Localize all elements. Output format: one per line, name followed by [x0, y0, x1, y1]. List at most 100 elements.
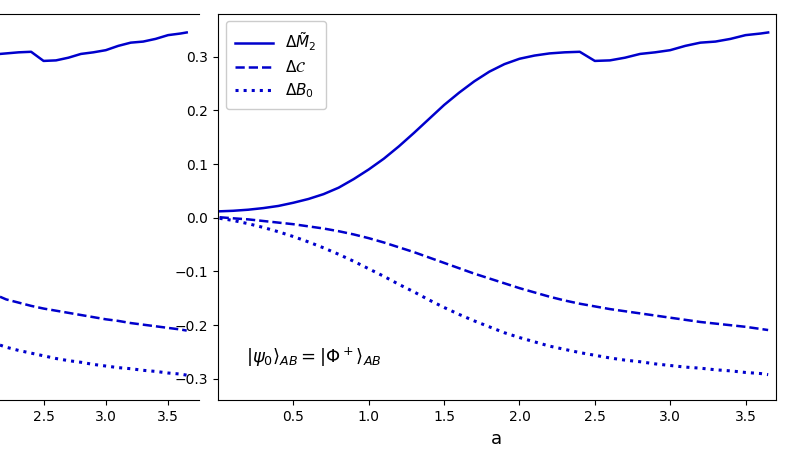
Line: $\Delta\tilde{M}_2$: $\Delta\tilde{M}_2$: [220, 32, 768, 211]
$\Delta B_0$: [560, 347, 570, 352]
$\Delta\tilde{M}_2$: [710, 39, 720, 44]
$\Delta B_0$: [650, 361, 660, 367]
$\Delta B_0$: [334, 252, 343, 257]
$\Delta B_0$: [409, 289, 419, 295]
$\Delta\mathcal{C}$: [394, 245, 404, 250]
$\Delta\tilde{M}_2$: [635, 51, 645, 57]
$\Delta B_0$: [273, 229, 283, 234]
$\Delta B_0$: [680, 364, 690, 370]
$\Delta B_0$: [575, 350, 585, 355]
$\Delta\tilde{M}_2$: [515, 56, 524, 61]
$\Delta B_0$: [424, 297, 434, 303]
$\Delta\mathcal{C}$: [620, 308, 629, 314]
$\Delta B_0$: [665, 363, 675, 368]
$\Delta B_0$: [605, 355, 615, 361]
$\Delta\tilde{M}_2$: [273, 203, 283, 209]
$\Delta B_0$: [259, 225, 268, 230]
$\Delta\tilde{M}_2$: [755, 31, 765, 36]
$\Delta\tilde{M}_2$: [215, 208, 225, 214]
$\Delta B_0$: [288, 234, 298, 239]
$\Delta\tilde{M}_2$: [545, 51, 554, 56]
$\Delta\mathcal{C}$: [243, 217, 253, 222]
$\Delta\mathcal{C}$: [379, 240, 389, 245]
$\Delta\mathcal{C}$: [440, 260, 449, 266]
$\Delta\tilde{M}_2$: [304, 196, 314, 202]
$\Delta B_0$: [379, 273, 389, 279]
$\Delta\mathcal{C}$: [764, 327, 773, 333]
$\Delta\mathcal{C}$: [726, 323, 735, 328]
$\Delta\tilde{M}_2$: [394, 144, 404, 149]
$\Delta\tilde{M}_2$: [440, 102, 449, 108]
Text: $|\psi_0\rangle_{AB} = |\Phi^+\rangle_{AB}$: $|\psi_0\rangle_{AB} = |\Phi^+\rangle_{A…: [246, 346, 381, 369]
$\Delta\tilde{M}_2$: [349, 177, 359, 182]
$\Delta\tilde{M}_2$: [334, 185, 343, 190]
$\Delta B_0$: [530, 339, 540, 344]
$\Delta\tilde{M}_2$: [318, 192, 328, 197]
Line: $\Delta B_0$: $\Delta B_0$: [220, 218, 768, 374]
$\Delta\mathcal{C}$: [349, 232, 359, 237]
$\Delta\mathcal{C}$: [696, 319, 705, 325]
$\Delta\tilde{M}_2$: [575, 49, 585, 55]
$\Delta\mathcal{C}$: [454, 266, 464, 271]
$\Delta\tilde{M}_2$: [288, 200, 298, 206]
$\Delta\tilde{M}_2$: [229, 208, 238, 213]
$\Delta\mathcal{C}$: [755, 326, 765, 332]
$\Delta\tilde{M}_2$: [741, 32, 751, 38]
$\Delta B_0$: [243, 221, 253, 227]
$\Delta\mathcal{C}$: [318, 226, 328, 231]
$\Delta\mathcal{C}$: [424, 255, 434, 260]
$\Delta\mathcal{C}$: [605, 306, 615, 312]
$\Delta B_0$: [635, 359, 645, 364]
$\Delta\mathcal{C}$: [409, 249, 419, 255]
$\Delta\tilde{M}_2$: [364, 167, 373, 172]
$\Delta B_0$: [499, 330, 509, 335]
$\Delta\tilde{M}_2$: [485, 69, 494, 75]
$\Delta B_0$: [545, 344, 554, 349]
$\Delta\mathcal{C}$: [288, 222, 298, 227]
$\Delta\mathcal{C}$: [741, 324, 751, 329]
$\Delta\tilde{M}_2$: [680, 43, 690, 49]
$\Delta\mathcal{C}$: [650, 313, 660, 318]
Legend: $\Delta\tilde{M}_2$, $\Delta\mathcal{C}$, $\Delta B_0$: $\Delta\tilde{M}_2$, $\Delta\mathcal{C}$…: [225, 21, 326, 109]
$\Delta B_0$: [620, 357, 629, 363]
$\Delta\tilde{M}_2$: [379, 156, 389, 162]
X-axis label: a: a: [491, 430, 503, 448]
$\Delta\tilde{M}_2$: [243, 207, 253, 212]
$\Delta\tilde{M}_2$: [650, 50, 660, 55]
$\Delta\mathcal{C}$: [499, 281, 509, 286]
$\Delta\tilde{M}_2$: [696, 40, 705, 46]
$\Delta\tilde{M}_2$: [499, 61, 509, 67]
$\Delta\mathcal{C}$: [364, 235, 373, 241]
$\Delta B_0$: [318, 245, 328, 251]
$\Delta B_0$: [394, 282, 404, 287]
$\Delta B_0$: [741, 370, 751, 375]
$\Delta\tilde{M}_2$: [424, 116, 434, 121]
$\Delta\tilde{M}_2$: [409, 130, 419, 136]
$\Delta\mathcal{C}$: [485, 276, 494, 281]
$\Delta\mathcal{C}$: [635, 311, 645, 316]
$\Delta B_0$: [469, 318, 479, 324]
$\Delta\tilde{M}_2$: [605, 58, 615, 63]
$\Delta\mathcal{C}$: [575, 301, 585, 307]
$\Delta\mathcal{C}$: [304, 224, 314, 229]
$\Delta\mathcal{C}$: [273, 220, 283, 225]
$\Delta\mathcal{C}$: [469, 271, 479, 276]
$\Delta B_0$: [696, 365, 705, 371]
$\Delta B_0$: [485, 324, 494, 329]
$\Delta B_0$: [710, 367, 720, 373]
$\Delta B_0$: [215, 216, 225, 221]
$\Delta\tilde{M}_2$: [469, 79, 479, 84]
$\Delta\tilde{M}_2$: [726, 36, 735, 41]
$\Delta\tilde{M}_2$: [665, 47, 675, 53]
$\Delta\tilde{M}_2$: [560, 50, 570, 55]
$\Delta\mathcal{C}$: [665, 315, 675, 320]
$\Delta\mathcal{C}$: [590, 303, 600, 309]
Line: $\Delta\mathcal{C}$: $\Delta\mathcal{C}$: [220, 217, 768, 330]
$\Delta B_0$: [229, 218, 238, 223]
$\Delta\mathcal{C}$: [530, 290, 540, 295]
$\Delta B_0$: [590, 353, 600, 358]
$\Delta B_0$: [304, 239, 314, 245]
$\Delta\tilde{M}_2$: [259, 205, 268, 211]
$\Delta\tilde{M}_2$: [530, 53, 540, 58]
$\Delta B_0$: [764, 372, 773, 377]
